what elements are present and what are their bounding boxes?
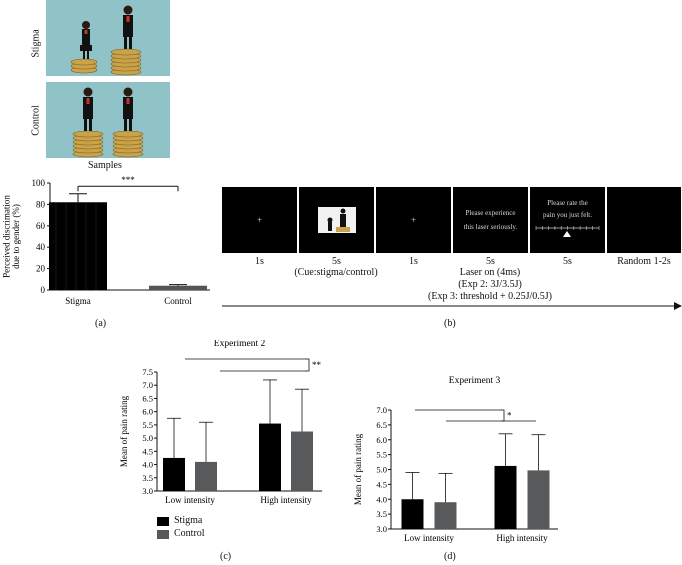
y-tick-label: 5.5: [142, 420, 153, 430]
rating-cursor-icon: [563, 231, 571, 237]
arrow-head-icon: [674, 302, 682, 310]
y-tick-label: 4.0: [376, 494, 387, 504]
y-tick-label: 3.0: [376, 524, 387, 534]
y-tick-label: 6.0: [142, 407, 153, 417]
y-tick-label: 5.5: [376, 450, 387, 460]
stigma-row-label: Stigma: [30, 29, 42, 58]
y-tick-label: 7.0: [376, 405, 387, 415]
y-axis-label: Mean of pain rating: [119, 395, 129, 467]
x-tick-label: Stigma: [65, 296, 91, 306]
y-tick-label: 4.5: [376, 479, 387, 489]
control-row-label: Control: [30, 105, 42, 136]
fixation-cross: +: [256, 215, 263, 225]
x-tick-label: Control: [164, 296, 192, 306]
panel-label-a: (a): [95, 318, 107, 329]
y-tick-label: 40: [36, 242, 46, 252]
laser-label: Laser on (4ms): [459, 267, 521, 278]
significance-bracket: [306, 358, 310, 372]
bar-control: [195, 461, 217, 491]
screen-rating: Please rate the pain you just felt.: [530, 187, 605, 253]
rating-scale: [535, 226, 600, 237]
chart-a: 0 20 40 60 80 100 Perceived discrimationdue to…: [1, 175, 210, 306]
bar-control: [291, 431, 313, 491]
y-axis-label: Mean of pain rating: [353, 433, 363, 505]
bar-stigma: [494, 465, 517, 529]
y-tick-label: 60: [36, 221, 46, 231]
x-tick-label: Low intensity: [404, 533, 454, 543]
y-axis-label: Perceived discrimationdue to gender (%): [1, 195, 21, 278]
screen-blank: [607, 187, 681, 253]
y-tick-label: 0: [41, 285, 46, 295]
screen-laser: Please experience this laser seriously.: [453, 187, 528, 253]
legend-swatch-stigma: [157, 517, 169, 526]
chart-title: Experiment 2: [214, 340, 266, 349]
chart-title: Experiment 3: [449, 376, 501, 386]
rate-text-1: Please rate the: [547, 199, 588, 207]
y-tick-label: 6.0: [376, 435, 387, 445]
bar-control: [434, 502, 457, 529]
y-tick-label: 7.5: [142, 367, 153, 377]
y-tick-label: 20: [36, 264, 46, 274]
chart-c: Experiment 2 3.0 3.5 4.0 4.5 5.0 5.5 6.0 6.5 7.0 7…: [119, 340, 322, 505]
stigma-sample-illustration: [70, 5, 142, 76]
x-tick-label: Low intensity: [165, 495, 215, 505]
experience-text-1: Please experience: [465, 209, 516, 217]
panel-label-c: (c): [220, 551, 232, 562]
y-tick-label: 100: [32, 178, 46, 188]
bar-stigma: [163, 457, 185, 491]
duration-1: 1s: [255, 256, 264, 267]
fixation-cross-2: +: [410, 215, 417, 225]
samples-caption: Samples: [88, 160, 122, 171]
bar-stigma: [49, 202, 107, 290]
cue-image: [318, 207, 356, 233]
x-tick-label: High intensity: [496, 533, 548, 543]
significance-stars: **: [312, 360, 322, 370]
y-tick-label: 6.5: [376, 420, 387, 430]
y-tick-label: 80: [36, 199, 46, 209]
legend-label-control: Control: [174, 528, 205, 539]
screen-fixation-2: +: [376, 187, 451, 253]
duration-2: 5s: [332, 256, 341, 267]
bar-control: [149, 285, 207, 290]
y-tick-label: 6.5: [142, 393, 153, 403]
cue-label: (Cue:stigma/control): [294, 267, 378, 278]
duration-5: 5s: [563, 256, 572, 267]
bar-stigma: [259, 423, 281, 491]
bar-control: [527, 470, 550, 529]
duration-4: 5s: [486, 256, 495, 267]
bar-stigma: [401, 499, 424, 529]
control-sample-image: [46, 82, 170, 158]
y-tick-label: 5.0: [376, 465, 387, 475]
duration-3: 1s: [409, 256, 418, 267]
screen-cue: [299, 187, 374, 253]
exp3-label: (Exp 3: threshold + 0.25J/0.5J): [428, 291, 552, 302]
duration-6: Random 1-2s: [617, 256, 671, 267]
panel-label-b: (b): [444, 318, 456, 329]
significance-bracket: [501, 409, 505, 422]
significance-stars: *: [507, 411, 512, 421]
y-tick-label: 7.0: [142, 380, 153, 390]
control-sample-illustration: [72, 87, 144, 158]
legend-label-stigma: Stigma: [174, 515, 203, 526]
significance-stars: ***: [121, 175, 135, 185]
timeline-arrow: [222, 302, 682, 310]
y-tick-label: 5.0: [142, 433, 153, 443]
legend-swatch-control: [157, 530, 169, 539]
screen-fixation-1: +: [222, 187, 297, 253]
stigma-sample-image: [46, 0, 170, 76]
experience-text-2: this laser seriously.: [463, 223, 518, 231]
y-tick-label: 3.0: [142, 486, 153, 496]
chart-d: Experiment 3 3.0 3.5 4.0 4.5 5.0 5.5 6.0 6.5 7.0 M…: [353, 376, 558, 543]
y-tick-label: 3.5: [142, 473, 153, 483]
cue-image-figures: [327, 208, 350, 232]
x-tick-label: High intensity: [260, 495, 312, 505]
y-tick-label: 4.0: [142, 460, 153, 470]
y-tick-label: 3.5: [376, 509, 387, 519]
rate-text-2: pain you just felt.: [543, 211, 592, 219]
exp2-label: (Exp 2: 3J/3.5J): [458, 279, 522, 290]
panel-label-d: (d): [444, 551, 456, 562]
y-tick-label: 4.5: [142, 446, 153, 456]
